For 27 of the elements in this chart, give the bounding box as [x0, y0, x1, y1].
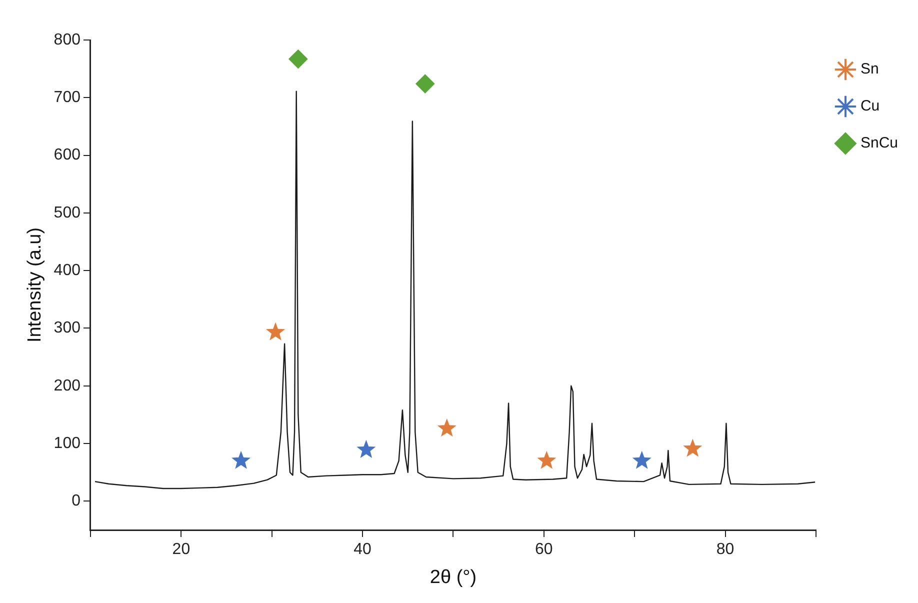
point — [232, 450, 251, 469]
y-tick-label: 300 — [54, 320, 81, 337]
point — [537, 450, 556, 469]
legend-label: Sn — [860, 60, 879, 78]
y-tick-label: 0 — [72, 492, 81, 510]
y-tick-label: 800 — [54, 31, 81, 48]
y-tick-label: 200 — [54, 377, 81, 394]
y-tick-label: 600 — [54, 146, 81, 164]
x-tick-label: 40 — [354, 541, 372, 558]
y-tick-label: 100 — [54, 434, 81, 452]
legend-label: SnCu — [860, 134, 898, 152]
point — [437, 418, 456, 437]
point — [632, 450, 652, 469]
point — [683, 438, 702, 457]
point — [416, 74, 435, 94]
y-axis-title: Intensity (a.u) — [24, 227, 46, 343]
legend-label: Cu — [860, 98, 880, 115]
y-tick-label: 700 — [54, 89, 81, 106]
point — [288, 50, 308, 69]
x-tick-label: 80 — [716, 541, 734, 558]
point — [266, 322, 286, 340]
x-tick-label: 60 — [535, 541, 553, 558]
y-tick-label: 400 — [54, 262, 81, 279]
x-axis-title: 2θ (°) — [430, 566, 477, 588]
x-tick-label: 20 — [172, 541, 190, 558]
y-tick-label: 500 — [54, 204, 81, 222]
point — [356, 440, 376, 458]
